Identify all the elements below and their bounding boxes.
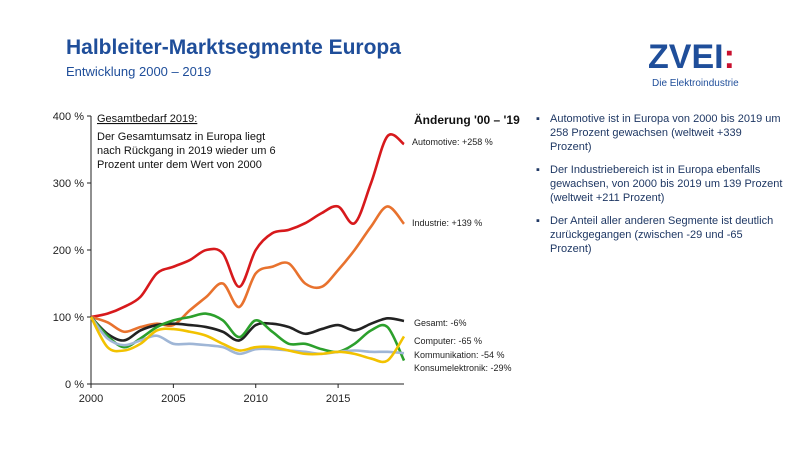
zvei-logo: ZVEI: Die Elektroindustrie	[648, 40, 758, 92]
series-line-automotive	[90, 133, 405, 319]
line-chart: 0 %100 %200 %300 %400 %2000 2005 2010 2015 …	[53, 111, 520, 405]
x-tick-label: 2000	[79, 393, 103, 405]
series-label-computer: Computer: -65 %	[414, 336, 482, 346]
bullet-others: Der Anteil aller anderen Segmente ist de…	[536, 214, 786, 256]
logo-colon: :	[723, 38, 735, 76]
change-header: Änderung '00 – '19	[414, 112, 520, 127]
x-tick-label: 2015	[326, 393, 350, 405]
annotation-heading: Gesamtbedarf 2019:	[97, 113, 197, 125]
annotation-line-3: Prozent unter dem Wert von 2000	[97, 159, 262, 171]
series-line-kommunikation	[89, 316, 405, 356]
series-label-industrie: Industrie: +139 %	[412, 218, 482, 228]
series-label-konsumelektronik: Konsumelektronik: -29%	[414, 363, 512, 373]
y-tick-label: 0 %	[65, 379, 84, 391]
annotation-line-2: nach Rückgang in 2019 wieder um 6	[97, 145, 276, 157]
chart-series-labels: Automotive: +258 % Industrie: +139 % Gesam…	[412, 137, 512, 373]
x-tick-label: 2005	[161, 393, 185, 405]
page-subtitle: Entwicklung 2000 – 2019	[66, 64, 212, 79]
bullet-list: Automotive ist in Europa von 2000 bis 20…	[536, 112, 786, 265]
x-tick-label: 2010	[243, 393, 267, 405]
page-title: Halbleiter-Marktsegmente Europa	[66, 36, 401, 59]
y-tick-label: 300 %	[53, 178, 84, 190]
bullet-industrie: Der Industriebereich ist in Europa ebenf…	[536, 163, 786, 205]
series-line-gesamt	[90, 316, 405, 342]
chart-lines	[89, 133, 406, 364]
logo-tagline: Die Elektroindustrie	[652, 78, 739, 89]
annotation-line-1: Der Gesamtumsatz in Europa liegt	[97, 131, 265, 143]
y-tick-label: 100 %	[53, 312, 84, 324]
chart-axes: 0 % 100 % 200 % 300 % 400 % 2000 2005 2010 2015	[53, 111, 404, 405]
logo-word: ZVEI	[648, 38, 724, 76]
y-tick-label: 200 %	[53, 245, 84, 257]
y-tick-label: 400 %	[53, 111, 84, 123]
series-line-computer	[90, 312, 406, 362]
bullet-automotive: Automotive ist in Europa von 2000 bis 20…	[536, 112, 786, 154]
series-line-konsumelektronik	[89, 316, 406, 364]
series-label-kommunikation: Kommunikation: -54 %	[414, 350, 505, 360]
series-label-gesamt: Gesamt: -6%	[414, 318, 467, 328]
series-line-industrie	[90, 205, 406, 334]
series-label-automotive: Automotive: +258 %	[412, 137, 493, 147]
